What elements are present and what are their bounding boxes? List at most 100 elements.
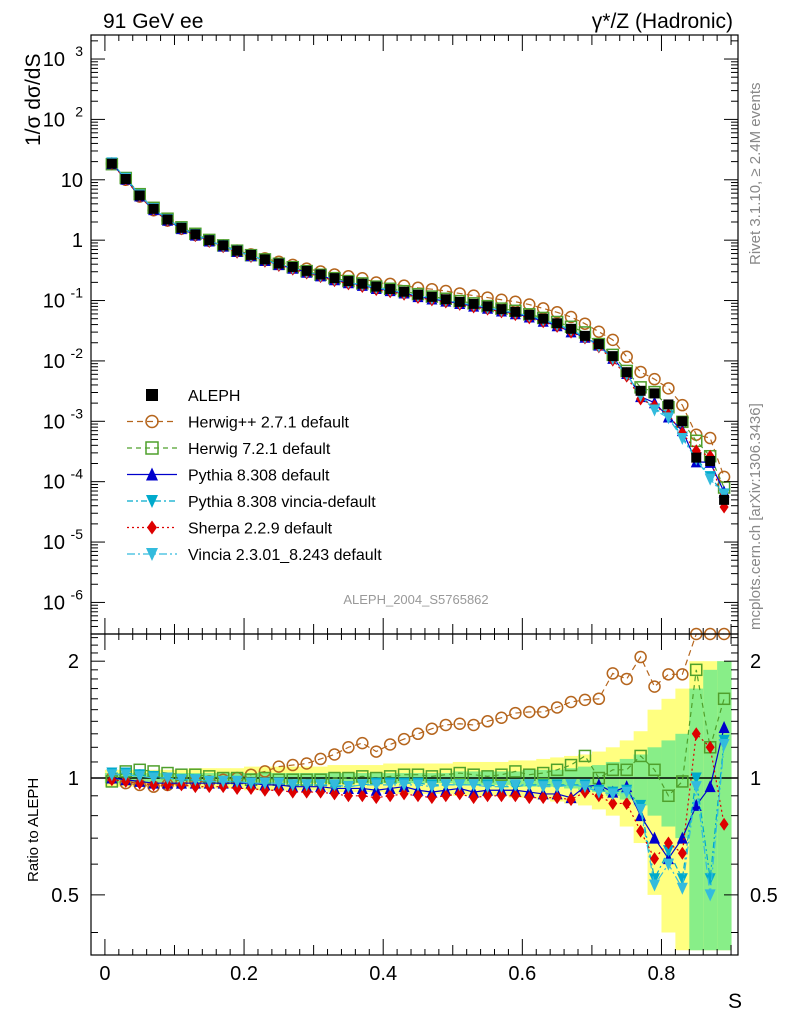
series-point-ratio <box>425 722 439 735</box>
series-point-ratio <box>510 789 520 803</box>
band-inner <box>633 754 649 806</box>
series-point-ratio <box>690 798 702 811</box>
series-point-ratio <box>662 845 674 858</box>
series-point-ratio <box>329 787 339 801</box>
series-point-ratio <box>495 781 507 794</box>
series-point-ratio <box>342 741 355 754</box>
data-point <box>677 416 688 427</box>
data-point <box>315 269 326 280</box>
series-point-ratio <box>578 749 592 763</box>
y-tick-label-main: 10 <box>43 592 65 614</box>
series-point-ratio <box>439 718 453 732</box>
series-point-ratio <box>579 781 591 794</box>
series-point-ratio <box>412 779 424 792</box>
series-point-ratio <box>288 785 298 799</box>
series-point-ratio <box>662 858 674 871</box>
data-point <box>301 265 312 276</box>
series-point-ratio <box>454 779 466 792</box>
series-point-ratio <box>634 650 647 664</box>
series-point-ratio <box>455 787 465 801</box>
data-point <box>663 399 674 410</box>
series-point-ratio <box>676 831 688 844</box>
y-tick-label-ratio: 0.5 <box>51 885 79 907</box>
series-point-ratio <box>621 786 633 799</box>
data-point <box>649 388 660 399</box>
legend-marker <box>146 548 158 561</box>
y-tick-label-main: 10 <box>43 291 65 313</box>
legend-marker <box>147 520 157 535</box>
band-inner <box>661 740 676 827</box>
series-point-ratio <box>440 779 452 792</box>
series-point-ratio <box>690 781 702 794</box>
y-tick-exponent: -3 <box>71 405 84 421</box>
legend: ALEPH Herwig++ 2.7.1 default Herwig 7.2.1 … <box>127 388 382 564</box>
series-point-ratio <box>148 772 160 785</box>
x-tick-label: 0.6 <box>508 963 536 985</box>
ratio-y-axis-label: Ratio to ALEPH <box>25 778 42 882</box>
series-point-ratio <box>676 882 688 895</box>
band-inner <box>689 688 704 951</box>
series-line-main <box>111 163 725 488</box>
series-point-ratio <box>316 785 326 799</box>
data-point <box>162 214 173 225</box>
data-point <box>232 245 243 256</box>
band-inner <box>675 733 690 839</box>
y-tick-label-ratio-right: 2 <box>750 651 761 673</box>
series-point-ratio <box>690 663 703 677</box>
y-tick-label-main: 10 <box>43 472 65 494</box>
series-point-ratio <box>717 692 731 706</box>
series-point-main <box>550 306 564 319</box>
series-point-main <box>676 398 689 412</box>
series-point-ratio <box>314 752 327 766</box>
series-point-ratio <box>676 775 689 788</box>
series-point-main <box>592 325 606 339</box>
series-point-ratio <box>524 791 534 805</box>
series-point-ratio <box>413 789 423 803</box>
series-point-ratio <box>328 748 341 761</box>
series-point-ratio <box>481 715 494 728</box>
header-right-title: γ*/Z (Hadronic) <box>592 10 733 33</box>
y-tick-label-main: 10 <box>43 49 65 71</box>
series-point-ratio <box>537 781 549 794</box>
series-point-ratio <box>677 846 687 860</box>
series-point-ratio <box>469 791 479 805</box>
data-point <box>329 273 340 284</box>
ratio-frame <box>90 633 739 956</box>
y-tick-label-main: 1 <box>72 230 83 252</box>
series-point-ratio <box>704 780 716 793</box>
mcplots-info: mcplots.cern.ch [arXiv:1306.3436] <box>747 403 764 630</box>
data-point <box>635 385 646 396</box>
series-point-ratio <box>426 781 438 794</box>
data-point <box>510 306 521 317</box>
series-point-ratio <box>259 777 271 790</box>
series-point-ratio <box>564 695 578 709</box>
series-point-main <box>649 404 661 417</box>
series-point-ratio <box>676 873 688 886</box>
series-point-ratio <box>245 777 257 790</box>
series-point-ratio <box>163 778 173 792</box>
series-point-ratio <box>370 779 382 792</box>
data-point <box>705 455 716 466</box>
x-axis-label: S <box>728 990 742 1013</box>
data-point <box>552 318 563 329</box>
data-point <box>412 289 423 300</box>
series-point-ratio <box>369 745 383 758</box>
series-point-ratio <box>258 765 272 778</box>
series-point-ratio <box>356 736 369 750</box>
series-point-ratio <box>453 766 466 780</box>
data-point <box>719 494 730 505</box>
y-tick-exponent: 2 <box>75 103 83 119</box>
series-point-ratio <box>538 791 548 805</box>
y-tick-label-main: 10 <box>61 170 83 192</box>
series-point-ratio <box>649 879 661 892</box>
y-tick-exponent: -5 <box>71 526 84 542</box>
series-point-ratio <box>411 727 425 741</box>
series-point-main <box>606 333 620 347</box>
main-frame <box>90 34 739 635</box>
data-point <box>190 229 201 240</box>
series-point-ratio <box>551 781 563 794</box>
data-point <box>343 276 354 287</box>
y-tick-label-main: 10 <box>43 411 65 433</box>
y-tick-label-main: 10 <box>43 109 65 131</box>
series-point-ratio <box>328 779 340 792</box>
